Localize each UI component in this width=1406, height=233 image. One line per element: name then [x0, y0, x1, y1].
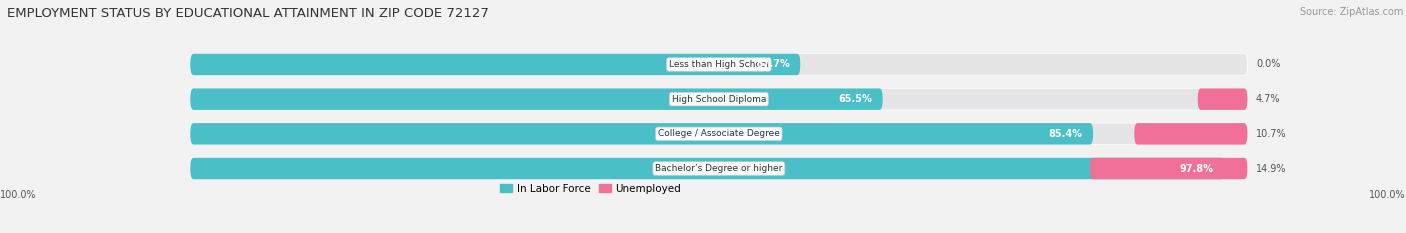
Text: 4.7%: 4.7%	[1256, 94, 1281, 104]
Text: 97.8%: 97.8%	[1180, 164, 1213, 174]
Text: 85.4%: 85.4%	[1049, 129, 1083, 139]
Text: 100.0%: 100.0%	[1369, 190, 1406, 200]
FancyBboxPatch shape	[190, 54, 1247, 75]
FancyBboxPatch shape	[190, 88, 883, 110]
FancyBboxPatch shape	[190, 158, 1247, 179]
FancyBboxPatch shape	[190, 54, 800, 75]
Text: High School Diploma: High School Diploma	[672, 95, 766, 104]
FancyBboxPatch shape	[190, 158, 1225, 179]
Legend: In Labor Force, Unemployed: In Labor Force, Unemployed	[496, 179, 685, 198]
Text: 10.7%: 10.7%	[1256, 129, 1286, 139]
Text: Source: ZipAtlas.com: Source: ZipAtlas.com	[1299, 7, 1403, 17]
FancyBboxPatch shape	[1198, 88, 1247, 110]
FancyBboxPatch shape	[1135, 123, 1247, 145]
FancyBboxPatch shape	[1090, 158, 1247, 179]
Text: 57.7%: 57.7%	[756, 59, 790, 69]
Text: EMPLOYMENT STATUS BY EDUCATIONAL ATTAINMENT IN ZIP CODE 72127: EMPLOYMENT STATUS BY EDUCATIONAL ATTAINM…	[7, 7, 489, 20]
Text: Less than High School: Less than High School	[669, 60, 769, 69]
Text: 65.5%: 65.5%	[838, 94, 872, 104]
Text: 14.9%: 14.9%	[1256, 164, 1286, 174]
Text: Bachelor’s Degree or higher: Bachelor’s Degree or higher	[655, 164, 783, 173]
FancyBboxPatch shape	[190, 123, 1092, 145]
Text: 0.0%: 0.0%	[1256, 59, 1281, 69]
Text: College / Associate Degree: College / Associate Degree	[658, 129, 780, 138]
FancyBboxPatch shape	[190, 88, 1247, 110]
Text: 100.0%: 100.0%	[0, 190, 37, 200]
FancyBboxPatch shape	[190, 123, 1247, 145]
